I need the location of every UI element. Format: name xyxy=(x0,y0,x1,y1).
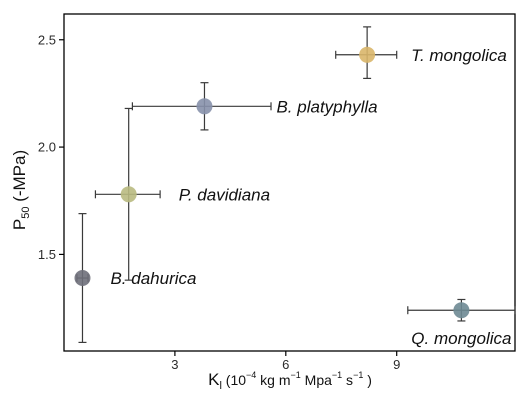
point-marker xyxy=(196,98,213,115)
point-marker xyxy=(453,302,470,319)
x-tick-label: 9 xyxy=(393,357,400,372)
data-point: Q. mongolica xyxy=(407,298,516,348)
y-tick-label: 2.5 xyxy=(38,32,56,47)
y-axis-ticks: 1.5 2.0 2.5 xyxy=(38,32,64,262)
y-axis-title: P50 (-MPa) xyxy=(10,150,32,230)
data-point: T. mongolica xyxy=(335,26,507,79)
data-points: T. mongolica B. platyphylla P. davidiana B.… xyxy=(74,26,516,348)
x-tick-label: 3 xyxy=(171,357,178,372)
point-label: Q. mongolica xyxy=(411,329,511,348)
point-label: B. dahurica xyxy=(110,269,196,288)
x-axis-title: Kl (10−4 kg m−1 Mpa−1 s−1 ) xyxy=(208,370,372,392)
point-marker xyxy=(120,186,137,203)
data-point: B. dahurica xyxy=(74,213,196,344)
point-label: T. mongolica xyxy=(411,46,507,65)
x-tick-label: 6 xyxy=(282,357,289,372)
y-tick-label: 2.0 xyxy=(38,140,56,155)
y-tick-label: 1.5 xyxy=(38,247,56,262)
point-label: P. davidiana xyxy=(179,185,270,204)
plot-frame xyxy=(63,13,516,352)
data-point: P. davidiana xyxy=(94,107,270,281)
point-label: B. platyphylla xyxy=(276,97,377,116)
data-point: B. platyphylla xyxy=(131,82,378,131)
point-marker xyxy=(359,46,376,63)
x-axis-ticks: 3 6 9 xyxy=(171,351,400,372)
point-marker xyxy=(74,270,91,287)
